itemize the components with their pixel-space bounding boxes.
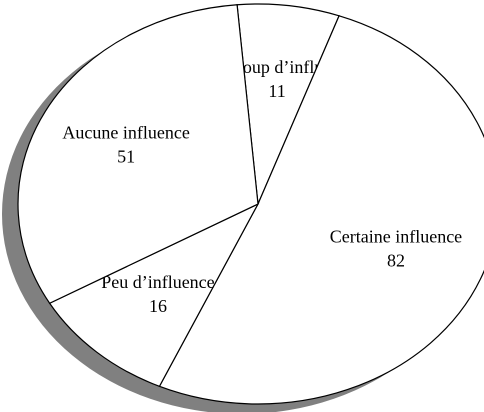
pie-slice xyxy=(17,4,259,305)
slice-value: 51 xyxy=(117,147,135,167)
pie-slice xyxy=(158,15,484,405)
slice-value: 11 xyxy=(268,81,285,101)
pie-slice xyxy=(236,3,340,207)
slice-value: 16 xyxy=(149,296,167,316)
pie-slice xyxy=(48,202,260,388)
slice-label: Peu d’influence xyxy=(101,272,214,292)
slice-value: 82 xyxy=(387,251,405,271)
slice-label: Aucune influence xyxy=(62,123,189,143)
slice-label: Certaine influence xyxy=(330,227,462,247)
